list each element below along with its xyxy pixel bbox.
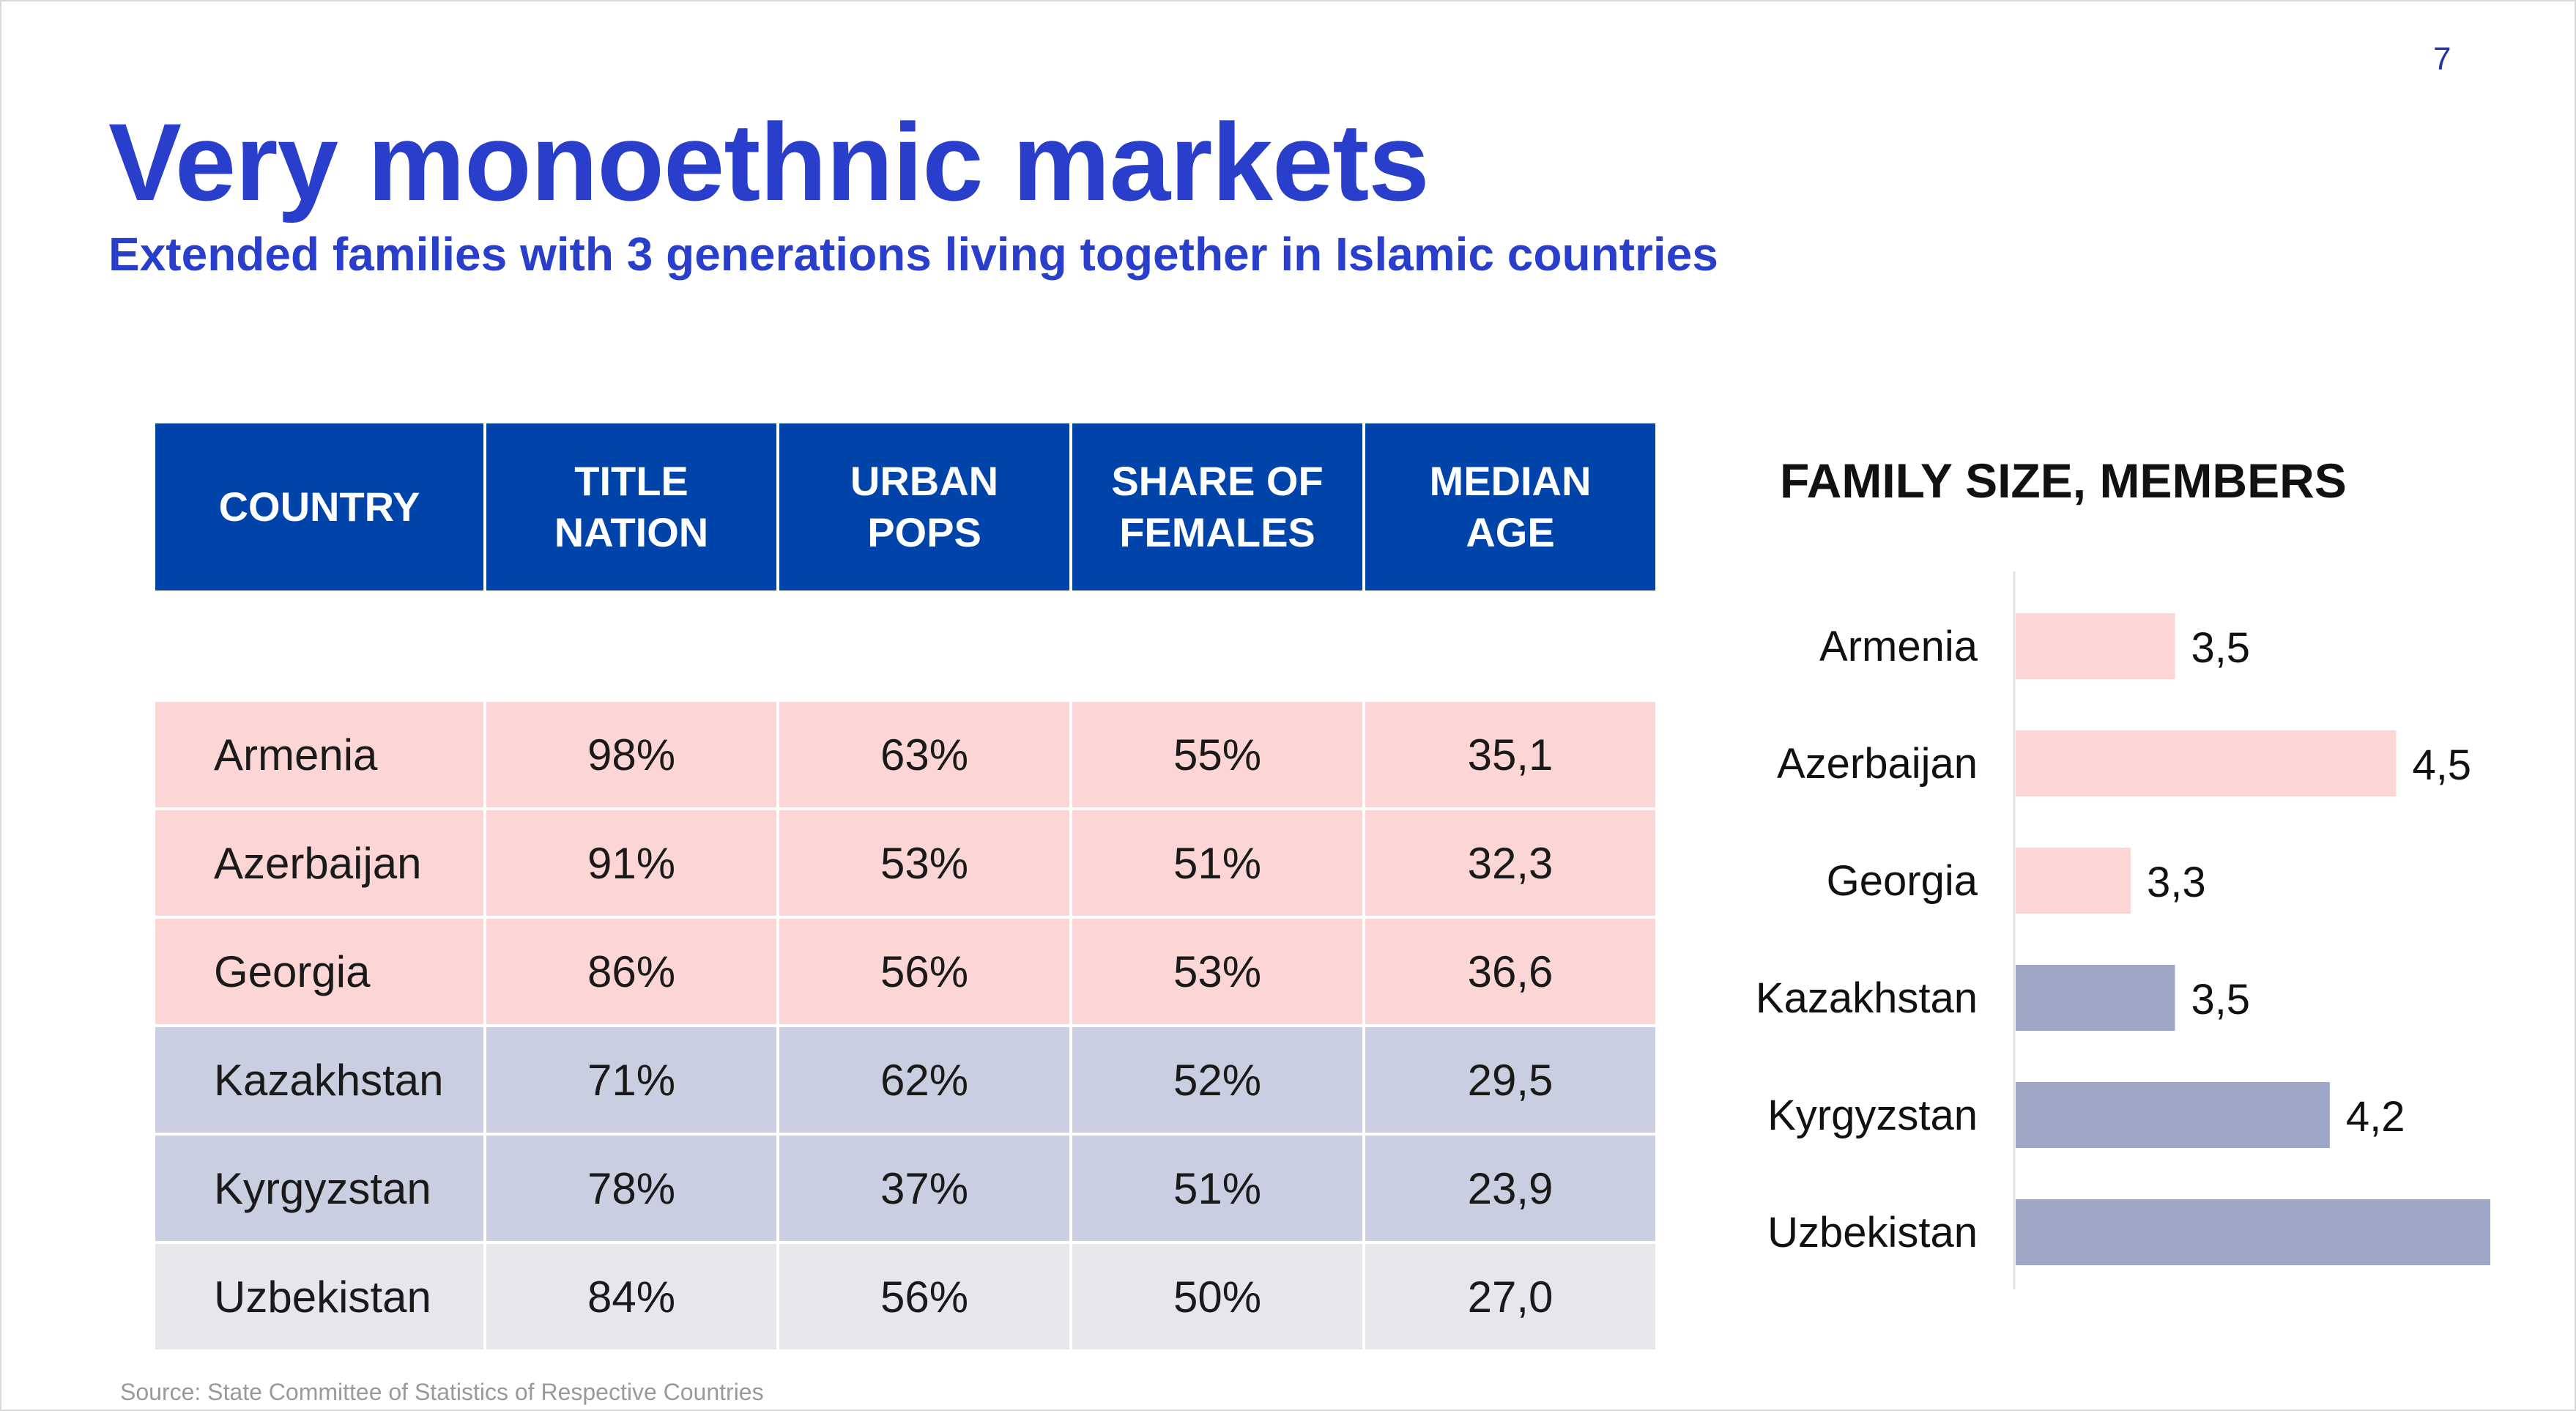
cell-title-nation: 91% xyxy=(483,807,779,919)
value-label: 3,3 xyxy=(2147,859,2206,906)
cell-urban-pops: 56% xyxy=(776,916,1072,1027)
page-title: Very monoethnic markets xyxy=(108,100,1430,223)
cell-median-age: 35,1 xyxy=(1362,699,1658,810)
category-label: Kazakhstan xyxy=(1756,974,1978,1022)
table-row: Kazakhstan 71% 62% 52% 29,5 xyxy=(152,1024,1658,1136)
cell-country: Uzbekistan xyxy=(152,1241,486,1352)
cell-country: Kazakhstan xyxy=(152,1024,486,1136)
cell-title-nation: 84% xyxy=(483,1241,779,1352)
family-size-bar-chart: Armenia 3,5 Azerbaijan 4,5 Georgia 3,3 Kazakhs… xyxy=(1756,571,2490,1289)
bar-georgia xyxy=(2016,848,2131,914)
page-subtitle: Extended families with 3 generations liv… xyxy=(108,228,1718,281)
cell-share-females: 51% xyxy=(1069,1133,1365,1244)
bar-azerbaijan xyxy=(2016,730,2397,796)
category-label: Uzbekistan xyxy=(1767,1209,1978,1256)
cell-country: Kyrgyzstan xyxy=(152,1133,486,1244)
cell-share-females: 51% xyxy=(1069,807,1365,919)
cell-country: Azerbaijan xyxy=(152,807,486,919)
source-note: Source: State Committee of Statistics of… xyxy=(120,1379,764,1405)
table-row: Georgia 86% 56% 53% 36,6 xyxy=(152,916,1658,1027)
bar-uzbekistan xyxy=(2016,1199,2490,1265)
cell-urban-pops: 63% xyxy=(776,699,1072,810)
header-share-females: SHARE OF FEMALES xyxy=(1069,421,1365,593)
cell-country: Armenia xyxy=(152,699,486,810)
value-label: 3,5 xyxy=(2191,624,2250,672)
cell-share-females: 53% xyxy=(1069,916,1365,1027)
value-label: 3,5 xyxy=(2191,976,2250,1023)
cell-urban-pops: 53% xyxy=(776,807,1072,919)
cell-median-age: 23,9 xyxy=(1362,1133,1658,1244)
cell-share-females: 52% xyxy=(1069,1024,1365,1136)
cell-median-age: 32,3 xyxy=(1362,807,1658,919)
category-label: Kyrgyzstan xyxy=(1767,1092,1978,1139)
country-stats-table: COUNTRY TITLE NATION URBAN POPS SHARE OF FE… xyxy=(152,421,1658,1352)
bar-kyrgyzstan xyxy=(2016,1082,2330,1148)
cell-title-nation: 71% xyxy=(483,1024,779,1136)
cell-country: Georgia xyxy=(152,916,486,1027)
table-row: Uzbekistan 84% 56% 50% 27,0 xyxy=(152,1241,1658,1352)
category-label: Georgia xyxy=(1827,857,1978,905)
cell-share-females: 55% xyxy=(1069,699,1365,810)
header-urban-pops: URBAN POPS xyxy=(776,421,1072,593)
cell-title-nation: 78% xyxy=(483,1133,779,1244)
category-label: Azerbaijan xyxy=(1777,740,1978,788)
table-row: Azerbaijan 91% 53% 51% 32,3 xyxy=(152,807,1658,919)
page-number: 7 xyxy=(2433,41,2451,77)
cell-urban-pops: 62% xyxy=(776,1024,1072,1136)
bar-armenia xyxy=(2016,613,2175,679)
table-row: Armenia 98% 63% 55% 35,1 xyxy=(152,699,1658,810)
cell-urban-pops: 56% xyxy=(776,1241,1072,1352)
table-header-row: COUNTRY TITLE NATION URBAN POPS SHARE OF FE… xyxy=(152,421,1658,593)
cell-median-age: 36,6 xyxy=(1362,916,1658,1027)
header-country: COUNTRY xyxy=(152,421,486,593)
header-title-nation: TITLE NATION xyxy=(483,421,779,593)
value-label: 4,2 xyxy=(2346,1093,2405,1141)
category-label: Armenia xyxy=(1819,623,1978,670)
cell-median-age: 27,0 xyxy=(1362,1241,1658,1352)
cell-urban-pops: 37% xyxy=(776,1133,1072,1244)
table-row: Kyrgyzstan 78% 37% 51% 23,9 xyxy=(152,1133,1658,1244)
value-label: 4,5 xyxy=(2412,741,2471,789)
cell-share-females: 50% xyxy=(1069,1241,1365,1352)
cell-title-nation: 86% xyxy=(483,916,779,1027)
header-median-age: MEDIAN AGE xyxy=(1362,421,1658,593)
bar-kazakhstan xyxy=(2016,965,2175,1031)
cell-median-age: 29,5 xyxy=(1362,1024,1658,1136)
chart-title: FAMILY SIZE, MEMBERS xyxy=(1780,453,2347,508)
cell-title-nation: 98% xyxy=(483,699,779,810)
